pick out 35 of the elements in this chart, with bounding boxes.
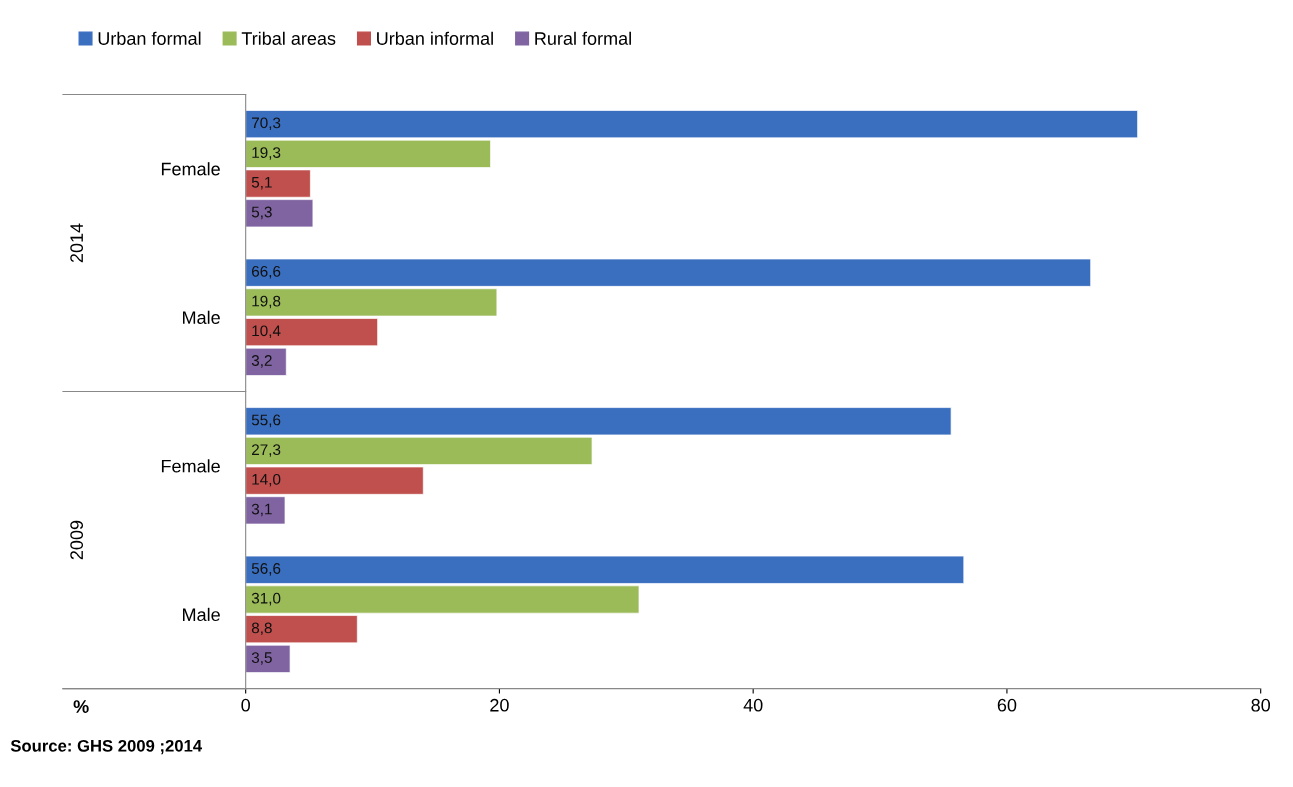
data-label: 3,5 bbox=[251, 652, 272, 665]
data-label: 55,6 bbox=[251, 414, 281, 428]
x-tick-label: 0 bbox=[241, 698, 250, 712]
y-tick-label: Female bbox=[161, 162, 220, 176]
data-label: 5,1 bbox=[251, 177, 272, 190]
legend-label: Rural formal bbox=[535, 31, 631, 45]
data-label: 8,8 bbox=[251, 622, 272, 636]
data-label: 3,2 bbox=[251, 355, 272, 368]
bar bbox=[245, 347, 287, 376]
legend-label: Tribal areas bbox=[241, 31, 336, 45]
data-label: 66,6 bbox=[252, 265, 281, 279]
y-tick-label: Female bbox=[161, 459, 220, 473]
bar bbox=[245, 110, 1138, 139]
text: 2014 bbox=[70, 223, 84, 263]
data-label: 19,3 bbox=[252, 147, 281, 160]
legend-label: Urban informal bbox=[377, 31, 493, 45]
data-label: 70,3 bbox=[252, 117, 281, 131]
legend-label: Urban formal bbox=[98, 31, 201, 45]
text: % bbox=[73, 700, 89, 713]
data-label: 27,3 bbox=[251, 444, 281, 457]
data-label: 14,0 bbox=[252, 473, 281, 487]
data-label: 3,1 bbox=[251, 503, 272, 517]
data-label: 10,4 bbox=[252, 325, 281, 339]
y-tick-label: Male bbox=[183, 607, 220, 622]
text: 2009 bbox=[70, 520, 84, 560]
data-label: 56,6 bbox=[251, 563, 281, 576]
x-tick-label: 60 bbox=[997, 698, 1017, 712]
x-tick-label: 20 bbox=[490, 698, 509, 712]
x-tick-label: 80 bbox=[1251, 698, 1271, 712]
data-label: 5,3 bbox=[251, 206, 272, 220]
data-label: 31,0 bbox=[251, 592, 281, 606]
x-tick-label: 40 bbox=[743, 698, 763, 712]
y-tick-label: Male bbox=[183, 310, 220, 324]
data-label: 19,8 bbox=[252, 295, 281, 309]
source-note: Source: GHS 2009 ;2014 bbox=[10, 739, 203, 755]
